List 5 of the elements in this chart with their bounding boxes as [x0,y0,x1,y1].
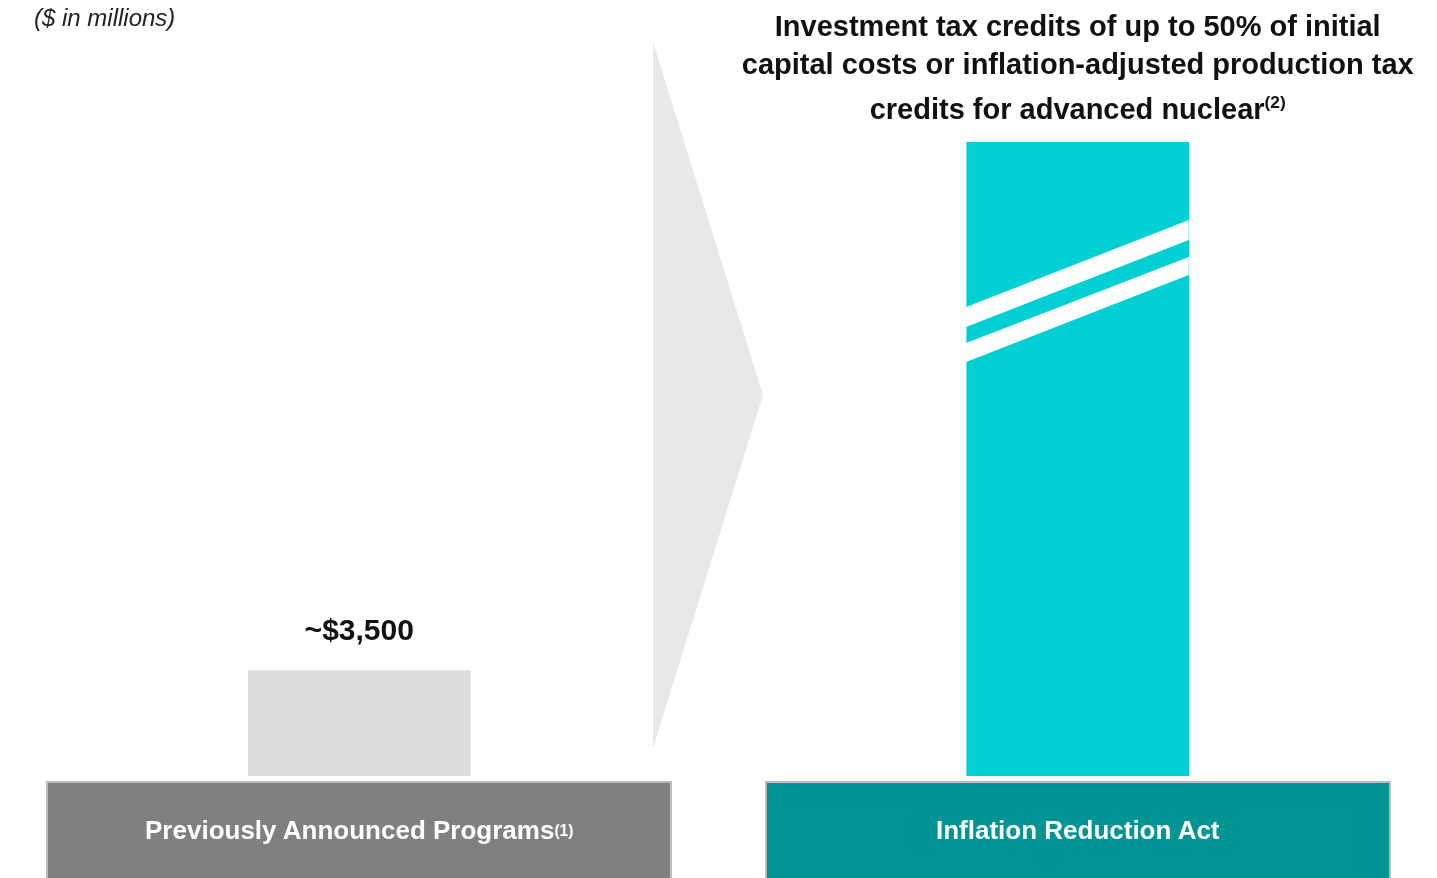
x-tick-label: Inflation Reduction Act [764,781,1391,878]
x-tick-label: Previously Announced Programs$^{(1)}$ [46,781,673,878]
annotation: Investment tax credits of up to 50% of initial capital costs or inflation-adjusted production tax credits for advanced nuclear$^{(2)}$ [740,9,1415,127]
data-label: ~$3,500 [304,612,414,646]
chart-subtitle: ($ in millions) [34,4,176,32]
